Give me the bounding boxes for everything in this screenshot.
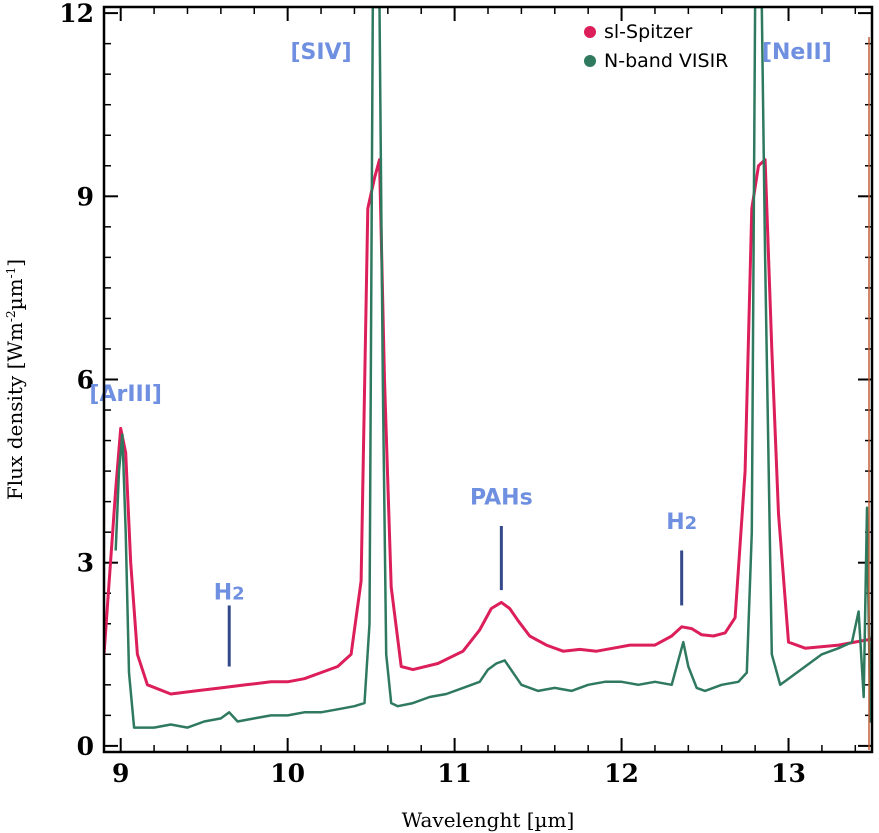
x-tick-label-1: 10: [270, 759, 305, 788]
y-tick-label-0: 0: [77, 732, 94, 761]
legend: sl-Spitzer N-band VISIR: [584, 21, 728, 72]
x-tick-label-2: 11: [437, 759, 472, 788]
y-axis-title-end: ]: [3, 259, 27, 267]
y-tick-label-2: 6: [77, 366, 94, 395]
y-axis-title-sup1: -2: [4, 310, 18, 322]
series-lines: [104, 7, 872, 729]
x-tick-label-4: 13: [771, 759, 806, 788]
y-tick-label-1: 3: [77, 549, 94, 578]
y-tick-label-4: 12: [59, 0, 94, 28]
annotation-4: H2: [214, 580, 245, 605]
y-axis-title-main: Flux density [Wm: [3, 322, 27, 500]
x-tick-label-3: 12: [604, 759, 639, 788]
annotation-3: PAHs: [470, 486, 533, 511]
legend-marker-sl-spitzer: [584, 26, 596, 38]
line-markers: [227, 526, 684, 667]
y-tick-label-3: 9: [77, 182, 94, 211]
annotations: [ArIII] [SIV] [NeII] PAHs H2 H2: [89, 40, 831, 605]
annotation-0: [ArIII]: [89, 382, 162, 407]
axis-ticks: [104, 7, 872, 752]
x-axis-title: Wavelenght [µm]: [402, 808, 575, 832]
series-line-n-band-visir: [114, 7, 872, 729]
plot-frame: [102, 5, 874, 754]
legend-marker-n-band-visir: [584, 55, 596, 67]
legend-label-sl-spitzer: sl-Spitzer: [604, 21, 693, 43]
annotation-2: [NeII]: [762, 40, 832, 65]
y-axis-title: Flux density [Wm-2µm-1]: [3, 259, 27, 500]
y-axis-title-sup2: -1: [4, 267, 18, 279]
series-line-sl-spitzer: [104, 158, 872, 696]
annotation-5: H2: [666, 510, 697, 535]
y-axis-title-mid: µm: [3, 278, 27, 310]
legend-label-n-band-visir: N-band VISIR: [604, 50, 728, 72]
annotation-1: [SIV]: [290, 40, 351, 65]
x-tick-label-0: 9: [112, 759, 129, 788]
axis-tick-labels: 9 10 11 12 13 0 3 6 9 12: [59, 0, 806, 788]
